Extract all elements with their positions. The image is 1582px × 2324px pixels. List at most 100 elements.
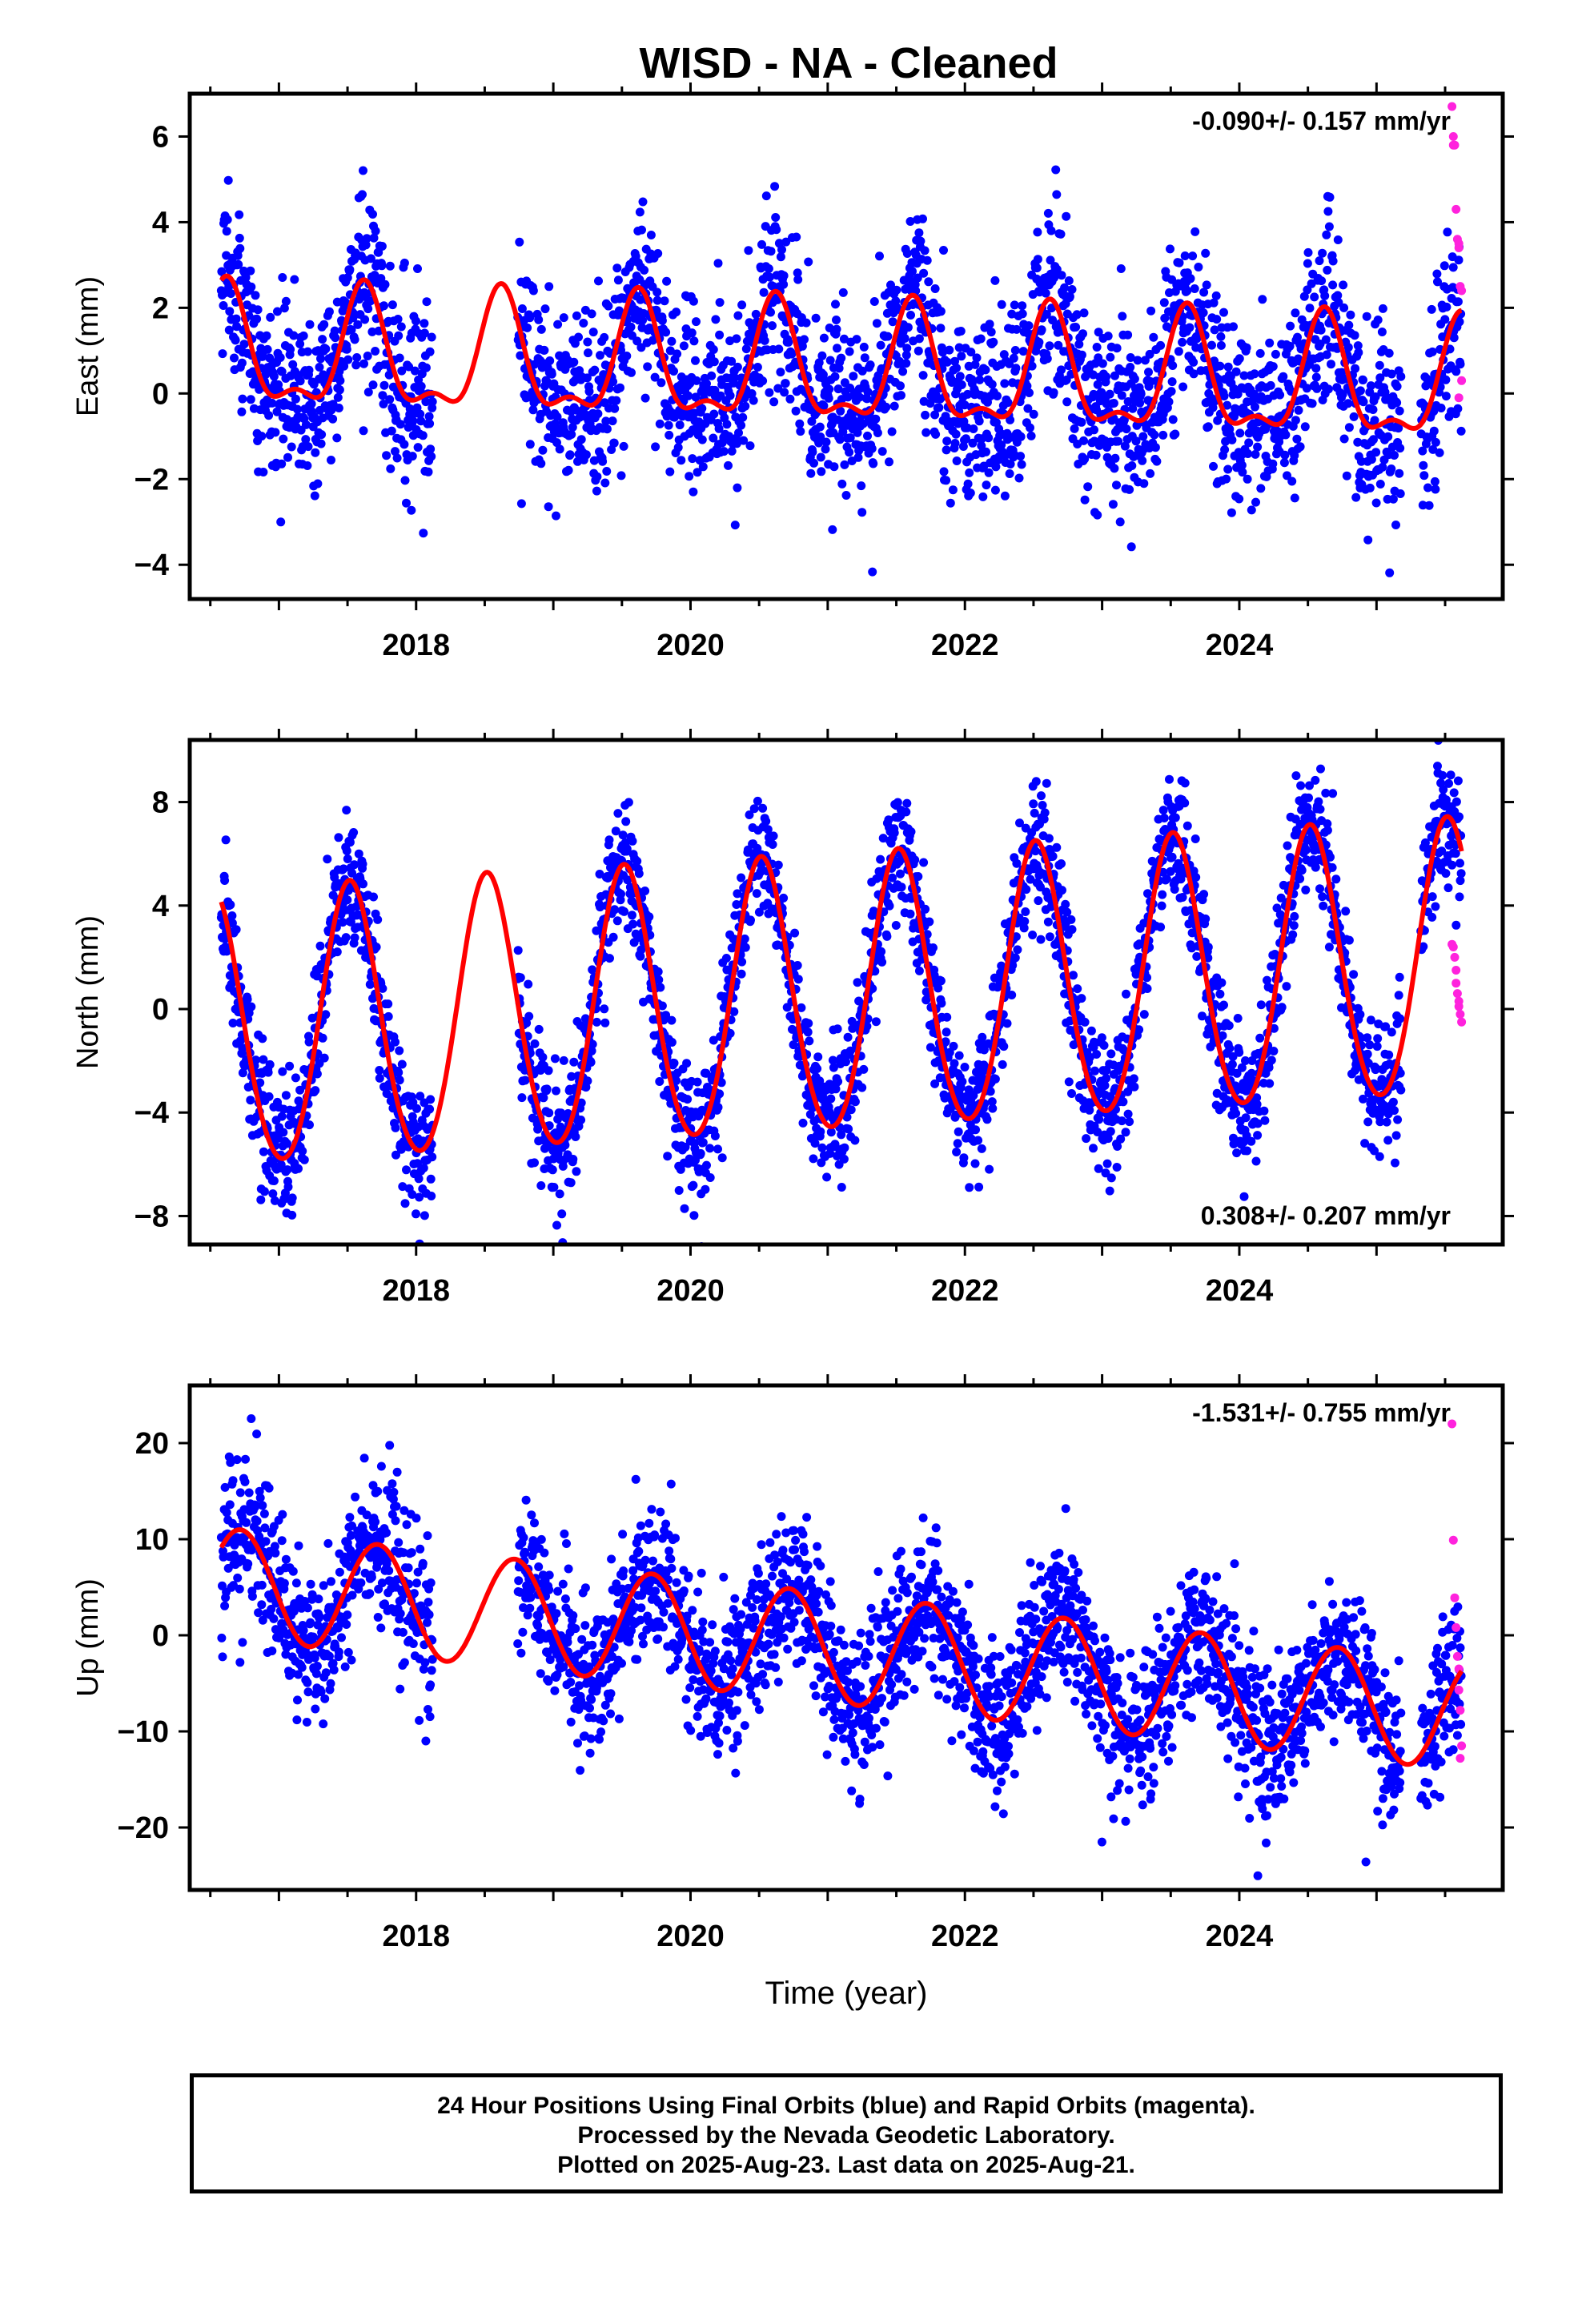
final-orbit-point [299, 331, 308, 340]
final-orbit-point [1209, 298, 1219, 308]
final-orbit-point [997, 440, 1006, 449]
final-orbit-point [829, 1063, 838, 1072]
final-orbit-point [1322, 350, 1331, 360]
final-orbit-point [1152, 456, 1162, 466]
final-orbit-point [860, 353, 869, 363]
rapid-orbit-point [1450, 140, 1460, 150]
final-orbit-point [1371, 392, 1380, 401]
final-orbit-point [407, 505, 416, 515]
final-orbit-point [701, 1184, 710, 1194]
final-orbit-point [363, 388, 373, 397]
final-orbit-point [1142, 984, 1152, 993]
final-orbit-point [1194, 263, 1203, 271]
final-orbit-point [702, 1160, 711, 1170]
final-orbit-point [544, 502, 553, 512]
final-orbit-point [795, 419, 805, 428]
final-orbit-point [732, 334, 741, 344]
final-orbit-point [985, 1164, 994, 1174]
final-orbit-point [312, 1069, 322, 1079]
final-orbit-point [1130, 374, 1139, 384]
final-orbit-point [888, 317, 897, 327]
final-orbit-point [1125, 1117, 1134, 1127]
final-orbit-point [416, 1092, 425, 1101]
final-orbit-point [1351, 493, 1361, 502]
final-orbit-point [414, 1174, 424, 1184]
final-orbit-point [1040, 808, 1050, 818]
final-orbit-point [754, 907, 764, 917]
final-orbit-point [1251, 449, 1260, 459]
final-orbit-point [400, 258, 409, 267]
final-orbit-point [321, 1010, 331, 1019]
final-orbit-point [222, 227, 231, 236]
final-orbit-point [1006, 415, 1015, 424]
y-tick-label: −2 [135, 463, 169, 497]
final-orbit-point [223, 175, 233, 185]
final-orbit-point [685, 472, 694, 481]
final-orbit-point [918, 214, 927, 223]
final-orbit-point [845, 347, 854, 356]
final-orbit-point [974, 1136, 983, 1145]
final-orbit-point [1180, 251, 1190, 260]
final-orbit-point [547, 369, 556, 379]
rapid-orbit-point [1452, 204, 1461, 214]
final-orbit-point [588, 328, 598, 337]
final-orbit-point [1121, 1128, 1130, 1137]
final-orbit-point [1390, 451, 1399, 460]
final-orbit-point [1418, 501, 1427, 510]
final-orbit-point [235, 210, 244, 219]
final-orbit-point [1112, 344, 1122, 353]
final-orbit-point [816, 432, 825, 441]
final-orbit-point [612, 396, 621, 405]
final-orbit-point [1074, 340, 1084, 349]
final-orbit-point [1243, 449, 1253, 458]
final-orbit-point [605, 954, 614, 963]
final-orbit-point [275, 353, 285, 362]
final-orbit-point [1102, 372, 1111, 381]
final-orbit-point [821, 437, 831, 447]
final-orbit-point [657, 1001, 667, 1011]
final-orbit-point [693, 1077, 702, 1087]
final-orbit-point [1157, 901, 1166, 911]
final-orbit-point [1363, 535, 1373, 545]
final-orbit-point [919, 268, 929, 278]
final-orbit-point [255, 384, 264, 394]
final-orbit-point [391, 1150, 400, 1160]
final-orbit-point [410, 366, 420, 376]
final-orbit-point [984, 468, 994, 477]
final-orbit-point [413, 1159, 422, 1168]
final-orbit-point [552, 438, 561, 448]
final-orbit-point [274, 1133, 283, 1143]
final-orbit-point [1102, 1159, 1112, 1168]
final-orbit-point [371, 227, 380, 235]
final-orbit-point [408, 1190, 417, 1199]
final-orbit-point [1203, 943, 1213, 952]
final-orbit-point [569, 1057, 579, 1067]
final-orbit-point [317, 430, 327, 440]
final-orbit-point [628, 911, 636, 920]
final-orbit-point [715, 330, 725, 340]
final-orbit-point [903, 323, 913, 332]
final-orbit-point [413, 443, 423, 452]
final-orbit-point [295, 376, 305, 386]
final-orbit-point [350, 933, 359, 943]
final-orbit-point [815, 422, 825, 432]
final-orbit-point [1042, 310, 1051, 319]
final-orbit-point [397, 1059, 407, 1069]
final-orbit-point [696, 1148, 705, 1158]
final-orbit-point [1334, 298, 1343, 308]
final-orbit-point [419, 1164, 428, 1172]
final-orbit-point [1388, 494, 1398, 504]
final-orbit-point [1092, 343, 1102, 352]
final-orbit-point [560, 1140, 570, 1150]
final-orbit-point [805, 1036, 814, 1046]
final-orbit-point [850, 1097, 860, 1107]
final-orbit-point [1343, 399, 1353, 408]
final-orbit-point [1106, 352, 1115, 362]
final-orbit-point [1060, 283, 1070, 292]
final-orbit-point [673, 349, 682, 359]
final-orbit-point [885, 901, 894, 911]
final-orbit-point [1014, 473, 1024, 483]
final-orbit-point [1237, 460, 1247, 470]
final-orbit-point [1212, 315, 1222, 324]
final-orbit-point [791, 406, 801, 416]
